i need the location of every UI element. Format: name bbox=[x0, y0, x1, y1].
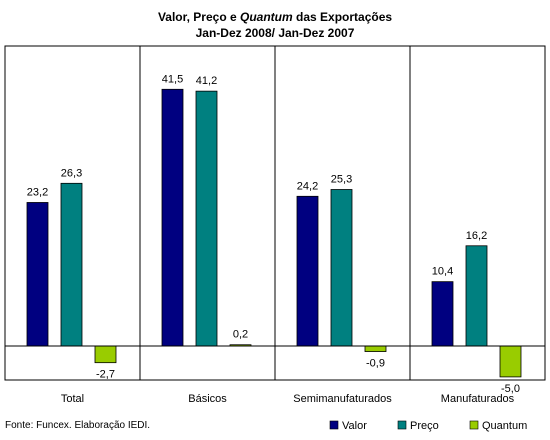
bar-quantum-4 bbox=[499, 345, 522, 378]
data-labels-group: 23,2 26,3 -2,7 41,5 41,2 0,2 24,2 25,3 -0,9 10,4 1… bbox=[27, 73, 520, 395]
legend: Valor Preço Quantum bbox=[329, 420, 527, 432]
bar-preço-3 bbox=[330, 189, 353, 347]
data-label: 41,5 bbox=[162, 73, 183, 85]
category-label: Manufaturados bbox=[441, 393, 515, 405]
data-label: -0,9 bbox=[366, 358, 385, 370]
data-label: 16,2 bbox=[466, 230, 487, 242]
data-label: 0,2 bbox=[233, 329, 248, 341]
bars-group bbox=[26, 88, 522, 378]
bar-quantum-3 bbox=[364, 345, 387, 352]
bar-valor-2 bbox=[161, 88, 184, 347]
bar-valor-1 bbox=[26, 202, 49, 347]
data-label: -2,7 bbox=[96, 369, 115, 381]
bar-preço-4 bbox=[465, 245, 488, 347]
legend-swatch-preço bbox=[397, 420, 407, 430]
category-labels-group: Total Básicos Semimanufaturados Manufaturad… bbox=[61, 393, 515, 405]
source-note: Fonte: Funcex. Elaboração IEDI. bbox=[5, 420, 150, 431]
data-label: 23,2 bbox=[27, 186, 48, 198]
data-label: 26,3 bbox=[61, 167, 82, 179]
category-label: Semimanufaturados bbox=[293, 393, 392, 405]
data-label: 10,4 bbox=[432, 266, 453, 278]
legend-swatch-quantum bbox=[469, 420, 479, 430]
data-label: 41,2 bbox=[196, 75, 217, 87]
bar-preço-2 bbox=[195, 90, 218, 347]
legend-label-quantum: Quantum bbox=[482, 420, 527, 432]
bar-valor-4 bbox=[431, 281, 454, 347]
legend-label-valor: Valor bbox=[342, 420, 367, 432]
chart-subtitle: Jan-Dez 2008/ Jan-Dez 2007 bbox=[196, 26, 355, 40]
category-label: Total bbox=[61, 393, 84, 405]
bar-quantum-1 bbox=[94, 345, 117, 364]
bar-valor-3 bbox=[296, 195, 319, 347]
chart-title: Valor, Preço e Quantum das Exportações bbox=[158, 10, 392, 24]
bar-preço-1 bbox=[60, 182, 83, 347]
data-label: 25,3 bbox=[331, 173, 352, 185]
data-label: 24,2 bbox=[297, 180, 318, 192]
legend-swatch-valor bbox=[329, 420, 339, 430]
data-label: -5,0 bbox=[501, 383, 520, 395]
category-label: Básicos bbox=[188, 393, 227, 405]
legend-label-preço: Preço bbox=[410, 420, 439, 432]
